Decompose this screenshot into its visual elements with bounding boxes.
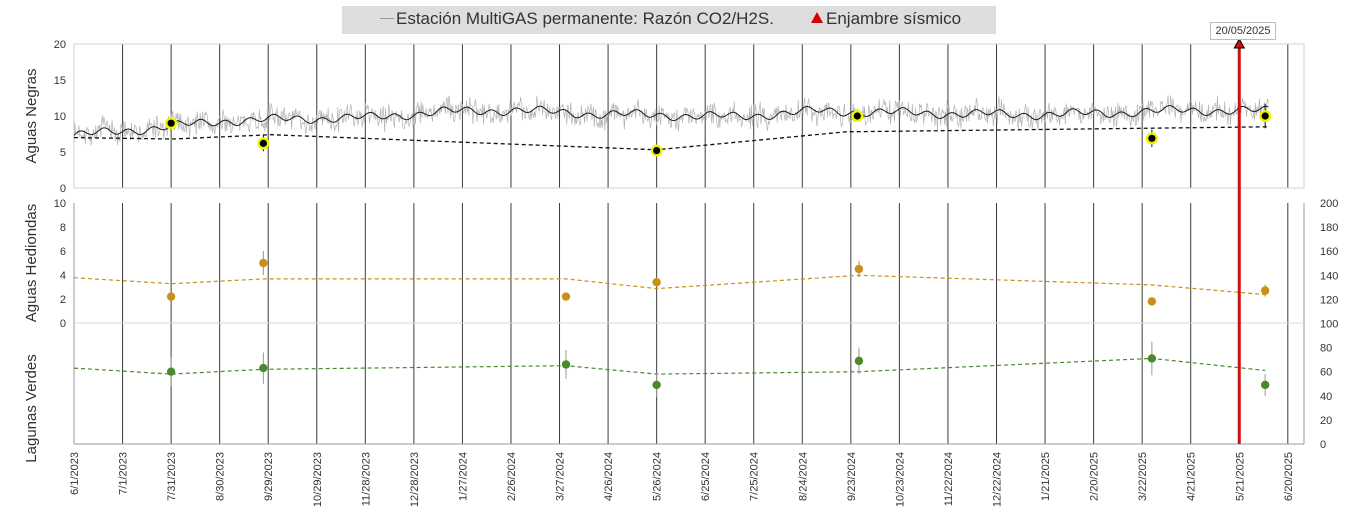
- x-tick-label: 3/22/2025: [1137, 452, 1149, 501]
- data-point: [652, 278, 661, 287]
- data-point: [854, 264, 864, 274]
- data-point: [854, 356, 864, 366]
- y-axis-title-hediondas: Aguas Hediondas: [23, 204, 40, 322]
- y2-tick-label: 80: [1320, 343, 1332, 355]
- data-point: [259, 363, 268, 373]
- y2-tick-label: 140: [1320, 270, 1338, 282]
- x-tick-label: 6/25/2024: [700, 452, 712, 501]
- y2-tick-label: 200: [1320, 198, 1338, 210]
- y-tick-label: 8: [60, 222, 66, 234]
- x-tick-label: 6/1/2023: [69, 452, 81, 495]
- x-tick-label: 10/23/2024: [894, 452, 906, 507]
- x-tick-label: 5/26/2024: [652, 452, 664, 501]
- data-point: [561, 292, 571, 301]
- legend-item-series: Estación MultiGAS permanente: Razón CO2/…: [380, 9, 774, 29]
- data-point: [1147, 354, 1157, 363]
- data-point: [1261, 112, 1269, 120]
- x-tick-label: 3/27/2024: [555, 452, 567, 501]
- x-tick-label: 5/21/2025: [1234, 452, 1246, 501]
- y-tick-label: 4: [60, 270, 66, 282]
- event-marker-triangle: [1233, 37, 1246, 49]
- legend-item-event: Enjambre sísmico: [811, 9, 961, 29]
- data-point: [1148, 134, 1156, 142]
- y2-tick-label: 160: [1320, 246, 1338, 258]
- y-tick-label: 5: [60, 147, 66, 159]
- data-point: [259, 258, 268, 268]
- y-tick-label: 10: [54, 198, 66, 210]
- x-tick-label: 1/21/2025: [1040, 452, 1052, 501]
- x-tick-label: 7/31/2023: [166, 452, 178, 501]
- y-tick-label: 15: [54, 75, 66, 87]
- data-point: [652, 380, 661, 390]
- x-tick-label: 12/28/2023: [409, 452, 421, 507]
- y2-tick-label: 60: [1320, 367, 1332, 379]
- y2-tick-label: 0: [1320, 439, 1326, 451]
- x-tick-label: 4/26/2024: [603, 452, 615, 501]
- data-point: [853, 112, 861, 120]
- x-tick-label: 8/24/2024: [797, 452, 809, 501]
- y-tick-label: 0: [60, 318, 66, 330]
- x-tick-label: 2/20/2025: [1089, 452, 1101, 501]
- y-tick-label: 20: [54, 39, 66, 51]
- x-tick-label: 8/30/2023: [215, 452, 227, 501]
- data-point: [561, 360, 571, 369]
- y2-tick-label: 40: [1320, 391, 1332, 403]
- x-tick-label: 11/22/2024: [943, 452, 955, 506]
- data-point: [166, 292, 176, 301]
- series-line-moving-average: [73, 105, 1269, 136]
- y2-tick-label: 100: [1320, 319, 1338, 331]
- y2-tick-label: 20: [1320, 415, 1332, 427]
- data-point: [167, 119, 175, 127]
- chart-legend: Estación MultiGAS permanente: Razón CO2/…: [342, 6, 996, 34]
- y2-tick-label: 180: [1320, 222, 1338, 234]
- y2-tick-label: 120: [1320, 294, 1338, 306]
- data-point: [1260, 286, 1270, 295]
- series-line-daily: [73, 95, 1269, 146]
- data-point: [166, 367, 176, 376]
- series-line-trend-verdes: [73, 357, 1266, 375]
- x-tick-label: 7/25/2024: [749, 452, 761, 501]
- x-tick-label: 7/1/2023: [118, 452, 130, 495]
- x-tick-label: 9/23/2024: [846, 452, 858, 501]
- red-triangle-icon: [811, 12, 823, 23]
- y-tick-label: 2: [60, 294, 66, 306]
- data-point: [259, 139, 267, 147]
- series-line-trend-negras: [73, 126, 1269, 151]
- y-tick-label: 6: [60, 246, 66, 258]
- panel-frame-negras: [73, 43, 1305, 189]
- legend-event-label: Enjambre sísmico: [826, 9, 962, 28]
- x-tick-label: 9/29/2023: [263, 452, 275, 501]
- event-date-callout: 20/05/2025: [1210, 22, 1276, 40]
- series-line-trend-hediondas: [73, 274, 1266, 296]
- x-tick-label: 2/26/2024: [506, 452, 518, 501]
- x-tick-label: 1/27/2024: [457, 452, 469, 501]
- data-point: [653, 146, 661, 155]
- y-tick-label: 10: [54, 111, 66, 123]
- x-tick-label: 10/29/2023: [312, 452, 324, 507]
- data-point: [1147, 297, 1157, 306]
- legend-series-label: Estación MultiGAS permanente: Razón CO2/…: [396, 9, 774, 28]
- y-axis-title-verdes: Lagunas Verdes: [23, 354, 40, 462]
- y-tick-label: 0: [60, 183, 66, 195]
- x-tick-label: 4/21/2025: [1186, 452, 1198, 501]
- y-axis-title-negras: Aguas Negras: [23, 68, 40, 163]
- x-tick-label: 12/22/2024: [992, 452, 1004, 507]
- legend-line-swatch: [380, 18, 394, 20]
- data-point: [1260, 380, 1270, 390]
- x-tick-label: 11/28/2023: [360, 452, 372, 506]
- x-tick-label: 6/20/2025: [1283, 452, 1295, 501]
